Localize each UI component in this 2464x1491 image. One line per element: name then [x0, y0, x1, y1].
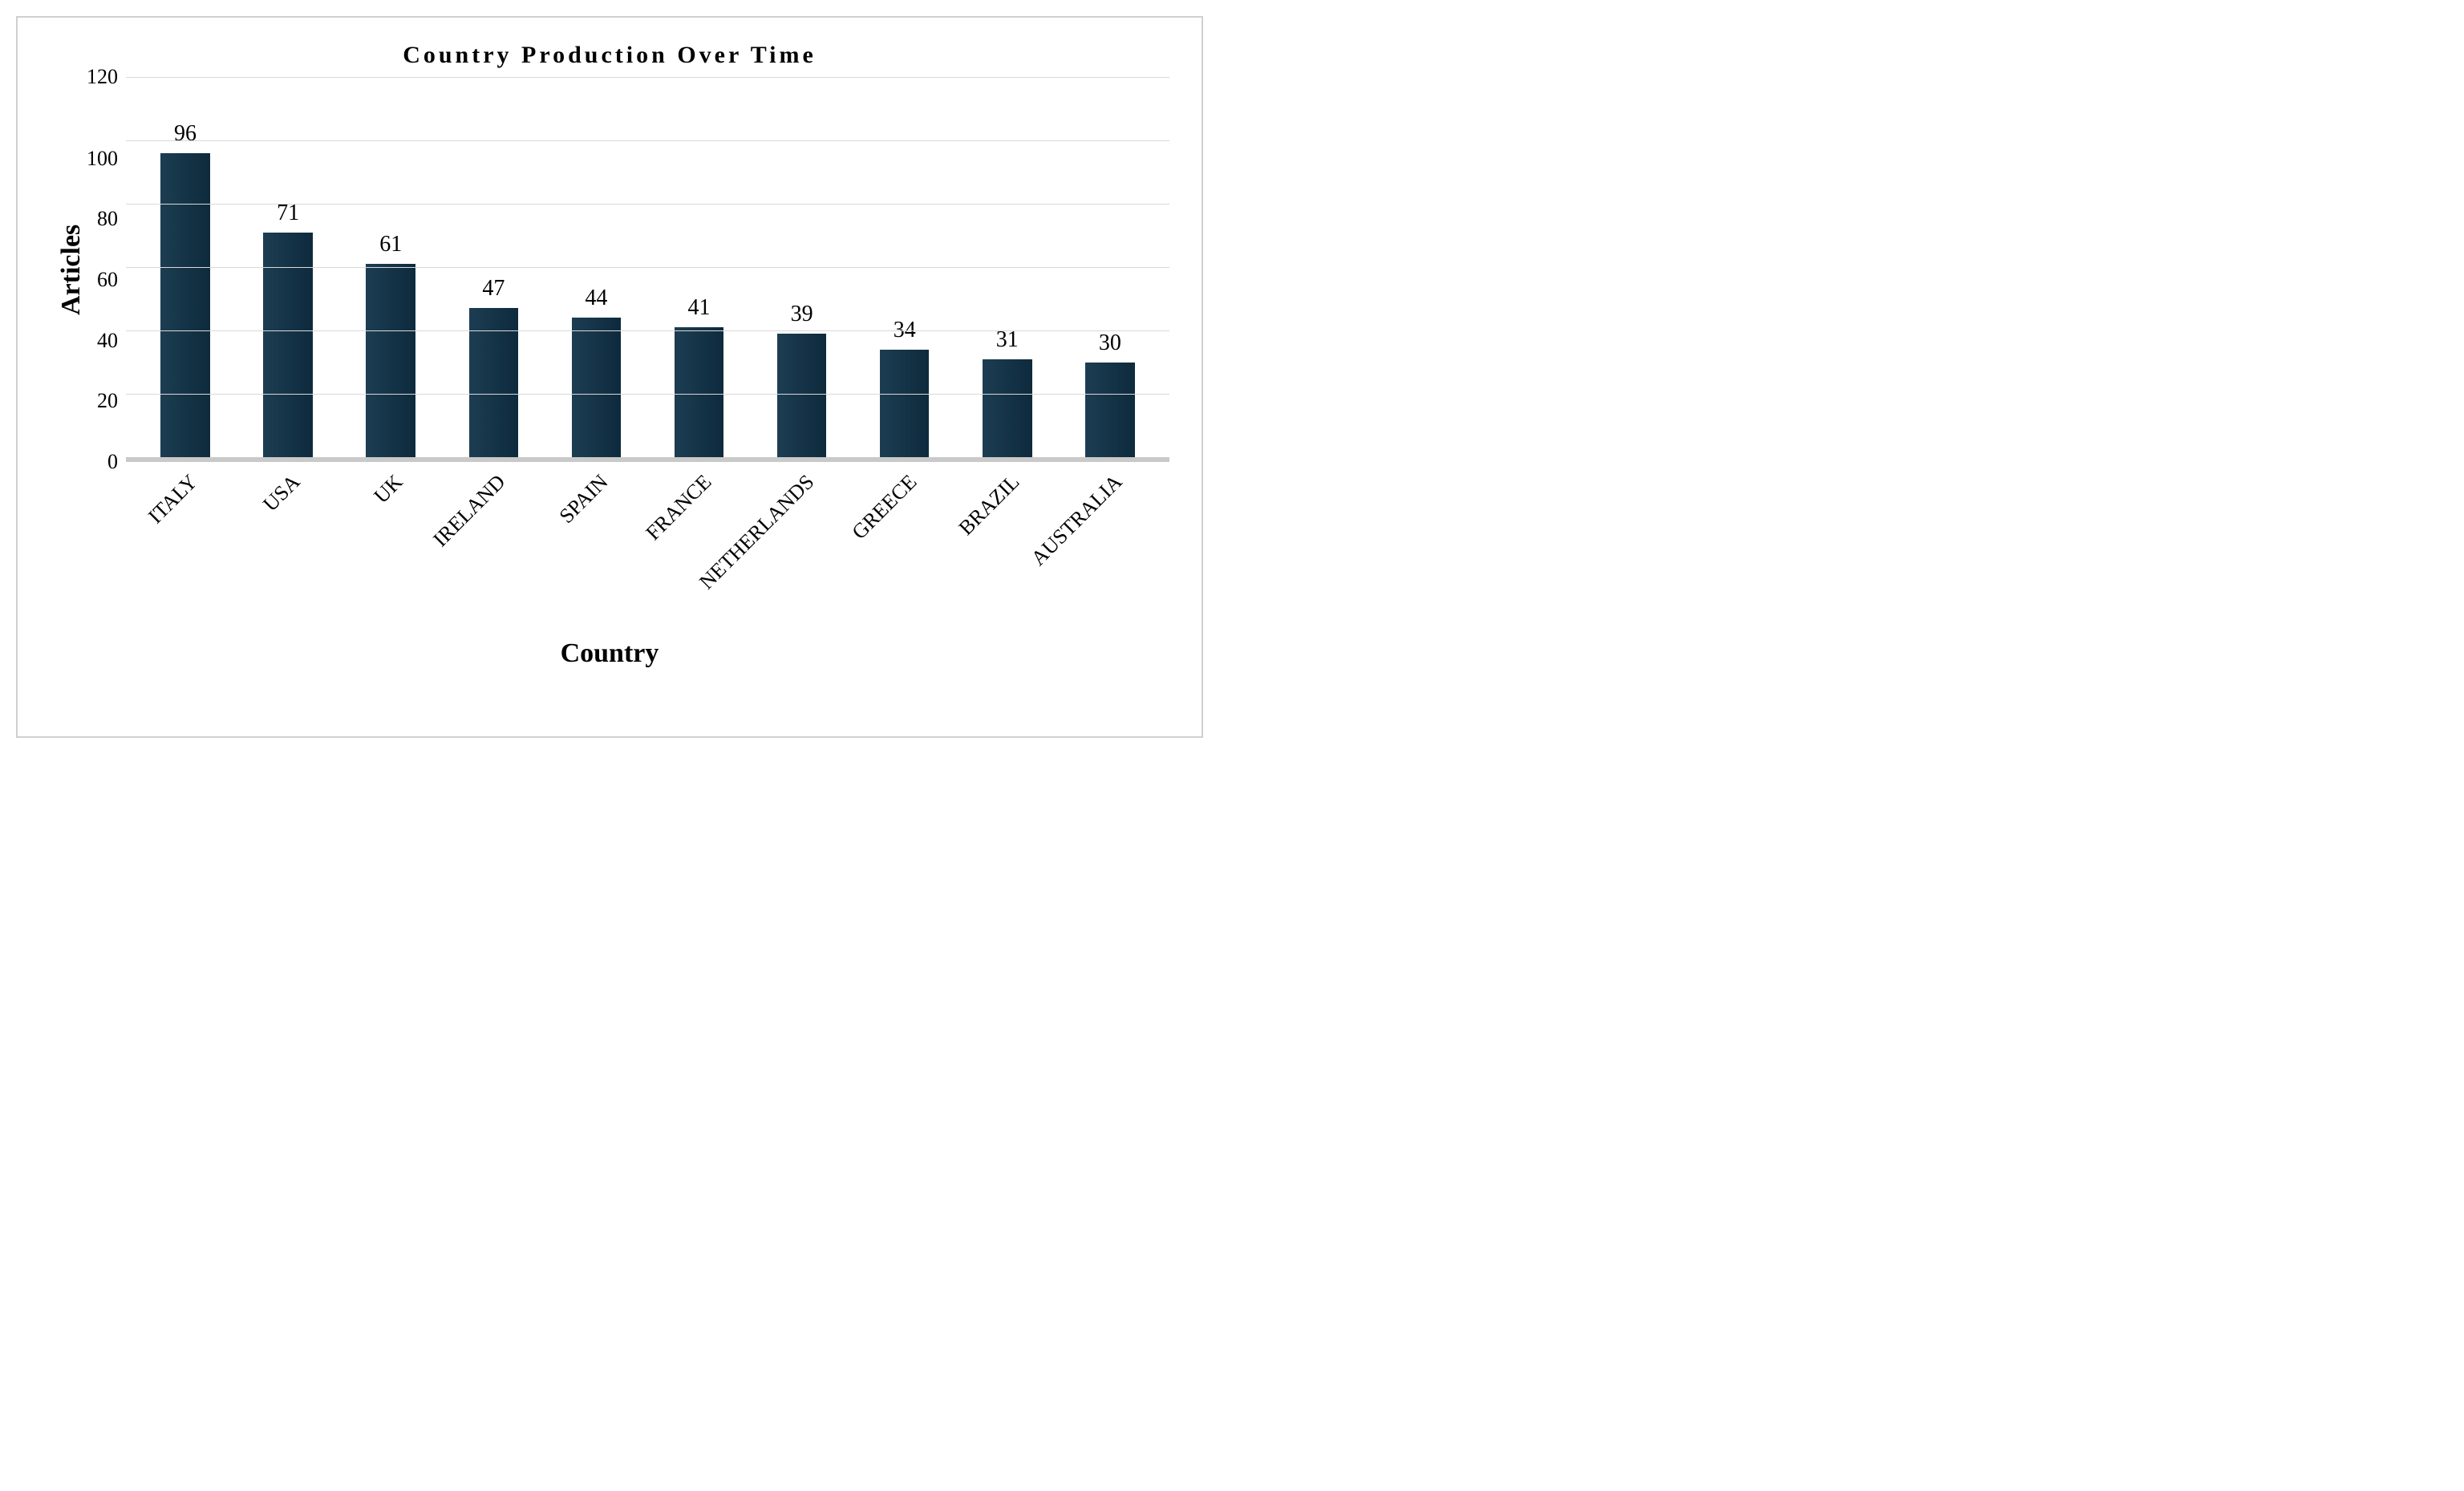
- y-tick: 80: [97, 209, 118, 229]
- x-tick-label: BRAZIL: [954, 470, 1024, 541]
- bar-value-label: 61: [339, 232, 442, 257]
- x-label-slot: USA: [237, 462, 339, 638]
- bar: [983, 359, 1031, 457]
- bar-value-label: 47: [442, 276, 545, 302]
- x-axis-label: Country: [50, 638, 1169, 669]
- x-label-slot: GREECE: [853, 462, 956, 638]
- x-tick-label: SPAIN: [555, 470, 614, 529]
- x-label-slot: NETHERLANDS: [751, 462, 853, 638]
- y-tick: 100: [87, 148, 118, 169]
- bar: [777, 334, 826, 457]
- bar: [366, 264, 415, 457]
- x-tick-label: USA: [258, 470, 305, 517]
- y-tick: 20: [97, 391, 118, 411]
- x-label-slot: UK: [339, 462, 442, 638]
- bar-value-label: 41: [647, 295, 750, 321]
- bar: [675, 327, 723, 457]
- gridline: [126, 394, 1169, 395]
- chart-container: Country Production Over Time Articles 12…: [16, 16, 1203, 738]
- bar-value-label: 96: [134, 121, 237, 147]
- bar: [160, 153, 209, 457]
- bar: [1085, 363, 1134, 458]
- bar: [263, 233, 312, 457]
- gridline: [126, 267, 1169, 268]
- x-labels-row: ITALY USA UK IRELANDSPAIN FRANCE NETHERLANDSG…: [50, 462, 1169, 638]
- y-tick: 120: [87, 67, 118, 87]
- y-axis-label: Articles: [50, 77, 87, 462]
- y-axis-ticks: 120100806040200: [87, 77, 126, 462]
- plot-area: 96716147444139343130: [126, 77, 1169, 462]
- gridline: [126, 77, 1169, 78]
- x-tick-label: FRANCE: [641, 470, 716, 545]
- bar-value-label: 44: [545, 286, 647, 311]
- gridline: [126, 330, 1169, 331]
- x-label-slot: ITALY: [134, 462, 237, 638]
- x-tick-label: UK: [370, 470, 408, 508]
- bar: [572, 318, 621, 457]
- y-tick: 60: [97, 269, 118, 290]
- x-labels-spacer: [50, 462, 126, 638]
- bar-value-label: 30: [1059, 330, 1161, 356]
- gridline: [126, 204, 1169, 205]
- x-label-slot: SPAIN: [545, 462, 647, 638]
- x-axis-labels: ITALY USA UK IRELANDSPAIN FRANCE NETHERLANDSG…: [126, 462, 1169, 638]
- plot-wrap: Articles 120100806040200 967161474441393…: [50, 77, 1169, 462]
- y-tick: 40: [97, 330, 118, 351]
- x-tick-label: ITALY: [144, 470, 202, 529]
- x-label-slot: IRELAND: [442, 462, 545, 638]
- bar-value-label: 39: [751, 302, 853, 327]
- chart-title: Country Production Over Time: [50, 42, 1169, 69]
- x-label-slot: AUSTRALIA: [1059, 462, 1161, 638]
- x-tick-label: GREECE: [847, 470, 922, 545]
- bar: [880, 350, 929, 457]
- gridline: [126, 140, 1169, 141]
